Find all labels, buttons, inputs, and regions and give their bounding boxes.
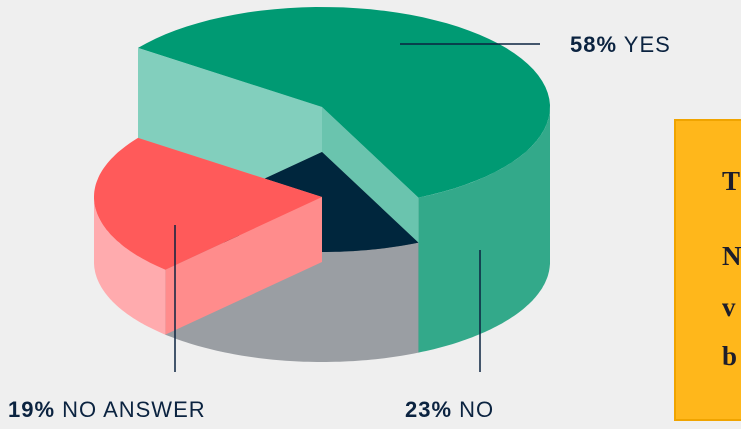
slice-wall [418, 107, 550, 353]
slice-label: 58% YES [570, 32, 671, 57]
slice [138, 7, 550, 198]
slice-label: 23% NO [405, 397, 494, 422]
box-text: N [722, 241, 741, 271]
category-label: YES [624, 32, 671, 57]
slice-wall [94, 197, 166, 335]
slice-label: 19% NO ANSWER [8, 397, 206, 422]
category-label: NO ANSWER [62, 397, 205, 422]
box-text: v [722, 292, 737, 322]
value-label: 23% [405, 397, 452, 422]
value-label: 19% [8, 397, 55, 422]
box-text: b [722, 341, 738, 371]
category-label: NO [459, 397, 494, 422]
value-label: 58% [570, 32, 617, 57]
box-text: T [722, 166, 741, 196]
slice-side [165, 197, 322, 335]
pie [94, 7, 550, 362]
info-box [674, 119, 741, 421]
slice [94, 137, 322, 270]
